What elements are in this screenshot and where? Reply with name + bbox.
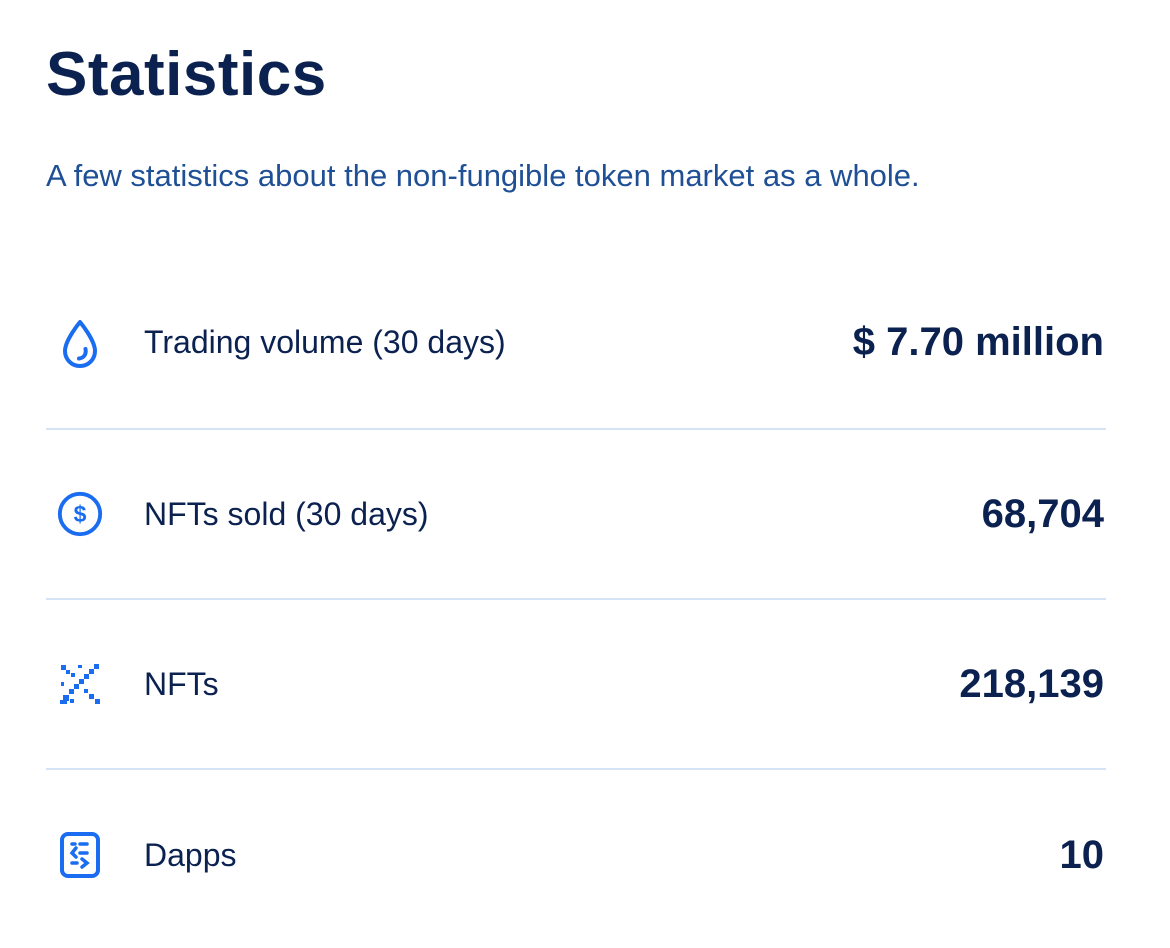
dollar-circle-icon: $: [56, 490, 104, 538]
stat-label: Trading volume (30 days): [144, 323, 506, 360]
stat-row-nfts-sold: $ NFTs sold (30 days) 68,704: [46, 430, 1106, 600]
stat-label: NFTs sold (30 days): [144, 495, 429, 532]
stat-label: NFTs: [144, 665, 219, 702]
droplet-icon: [56, 320, 104, 368]
page-title: Statistics: [46, 40, 327, 109]
svg-text:$: $: [74, 501, 87, 527]
pixel-sword-icon: [56, 660, 104, 708]
stat-label: Dapps: [144, 836, 237, 873]
stat-row-dapps: Dapps 10: [46, 770, 1106, 940]
stat-value: 68,704: [981, 491, 1104, 536]
stat-value: 218,139: [959, 661, 1104, 706]
stats-list: Trading volume (30 days) $ 7.70 million …: [46, 260, 1106, 940]
page-subtitle: A few statistics about the non-fungible …: [46, 158, 920, 193]
dapp-card-icon: [56, 831, 104, 879]
stat-value: $ 7.70 million: [852, 319, 1104, 364]
stat-value: 10: [1059, 832, 1105, 877]
stat-row-trading-volume: Trading volume (30 days) $ 7.70 million: [46, 260, 1106, 430]
stat-row-nfts: NFTs 218,139: [46, 600, 1106, 770]
